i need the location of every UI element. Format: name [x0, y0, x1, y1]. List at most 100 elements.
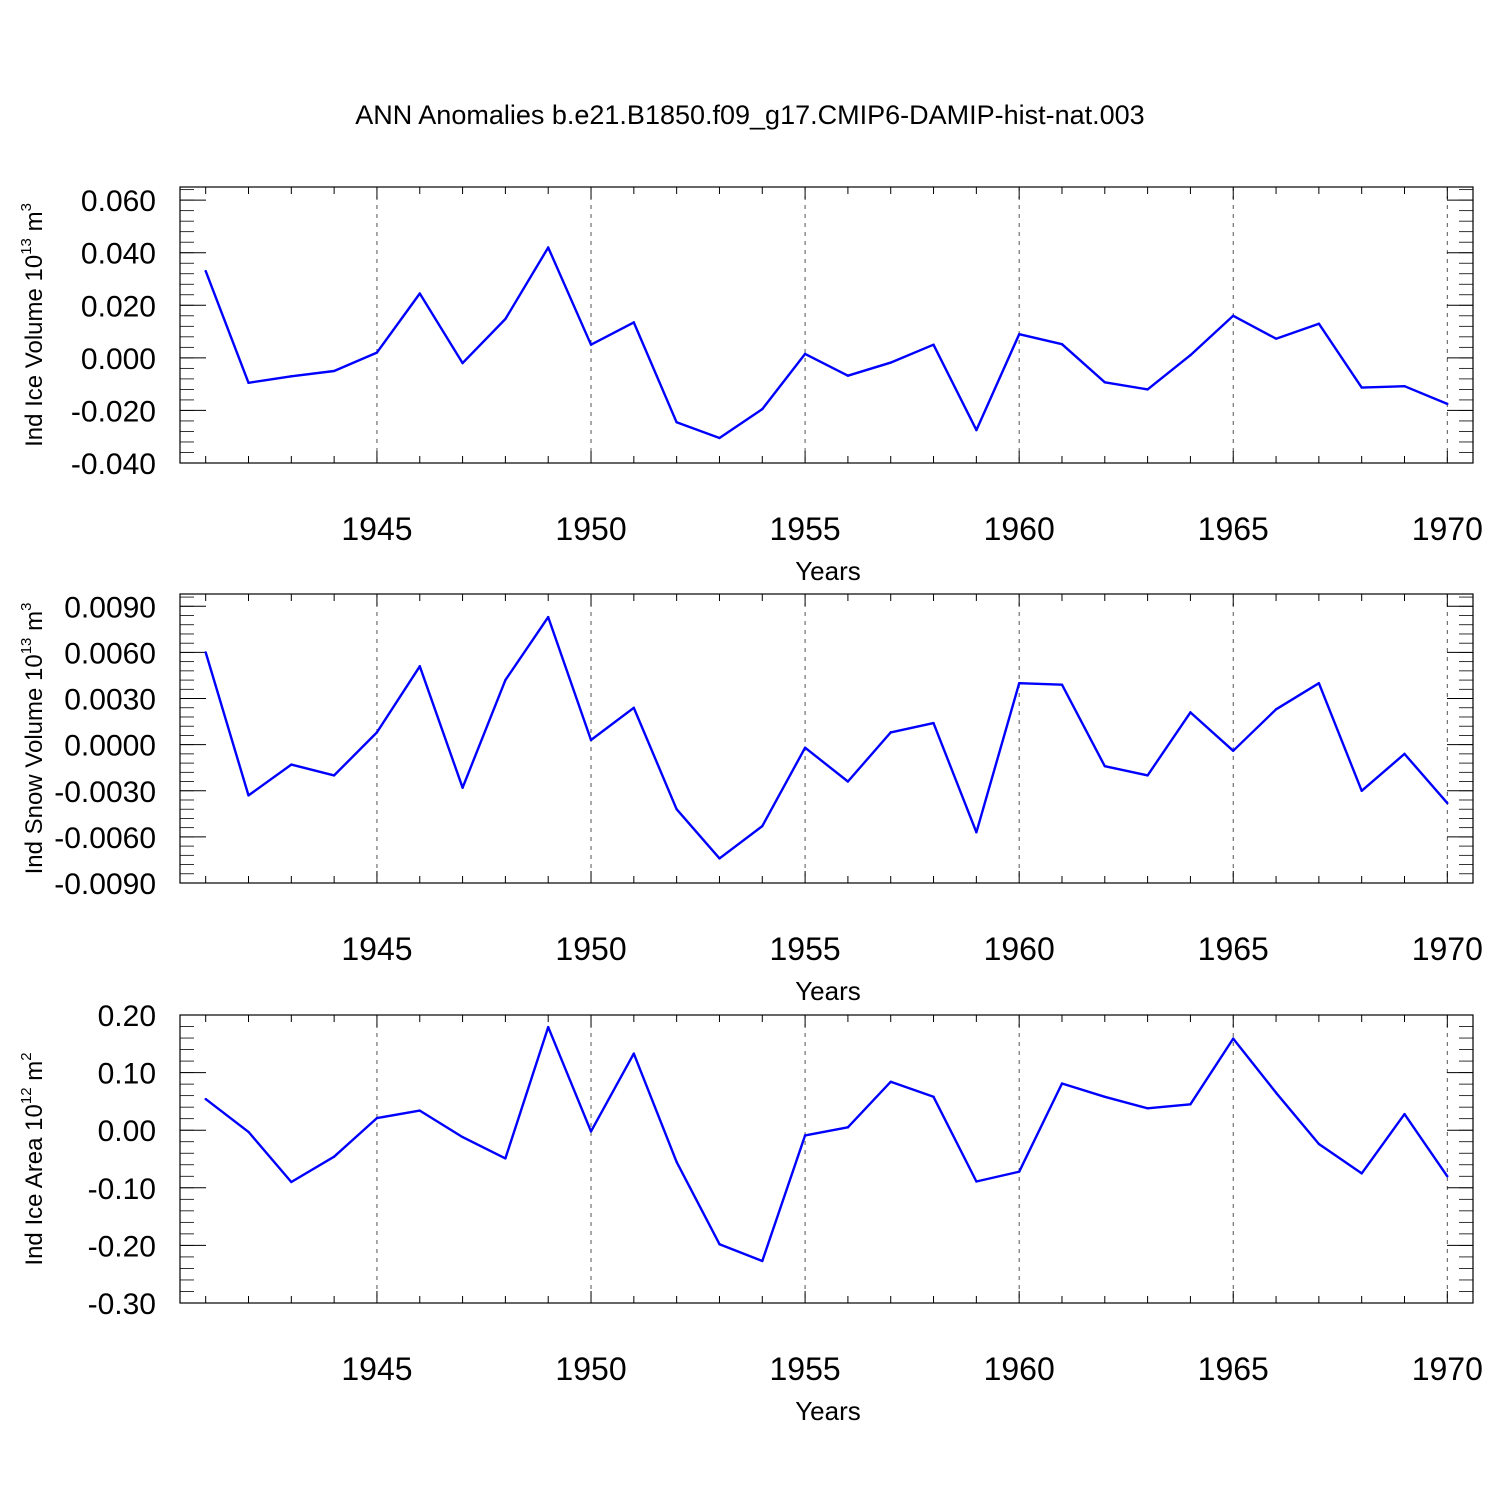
- data-point: [332, 774, 336, 777]
- x-tick-label: 1950: [555, 931, 626, 967]
- data-point: [846, 780, 850, 783]
- data-point: [1317, 322, 1321, 325]
- y-tick-label: 0.10: [98, 1058, 156, 1091]
- y-tick-label: 0.040: [81, 238, 156, 271]
- data-point: [418, 292, 421, 295]
- x-tick-label: 1965: [1198, 1351, 1269, 1387]
- data-point: [247, 794, 250, 797]
- y-tick-label: -0.020: [71, 395, 156, 428]
- data-point: [1360, 1172, 1363, 1175]
- y-tick-label: -0.20: [88, 1230, 156, 1263]
- x-tick-label: 1965: [1198, 931, 1269, 967]
- y-tick-label: -0.30: [88, 1288, 156, 1321]
- data-point: [504, 317, 507, 321]
- x-tick-label: 1955: [769, 931, 840, 967]
- y-tick-label: 0.060: [81, 185, 156, 218]
- x-axis-label: Years: [795, 556, 861, 586]
- data-point: [1446, 402, 1449, 406]
- data-point: [932, 721, 935, 725]
- chart-title: ANN Anomalies b.e21.B1850.f09_g17.CMIP6-…: [355, 100, 1144, 130]
- y-axis-label-unit: m: [21, 211, 48, 238]
- y-tick-label: 0.020: [81, 290, 156, 323]
- x-tick-label: 1955: [769, 511, 840, 547]
- data-point: [1274, 1091, 1278, 1094]
- y-axis-label-text: Ind Ice Volume 10: [21, 255, 48, 447]
- data-point: [975, 831, 978, 834]
- data-point: [846, 1126, 850, 1129]
- data-point: [1017, 333, 1021, 336]
- data-point: [290, 1180, 293, 1184]
- x-tick-label: 1970: [1412, 1351, 1483, 1387]
- series-line: [204, 1025, 1449, 1263]
- panel-1: 0.060 0.040 0.020 0.000 -0.020 -0.040 1945 1950…: [18, 185, 1483, 586]
- data-point: [1189, 711, 1192, 714]
- data-point: [1146, 1107, 1149, 1110]
- data-point: [1017, 1170, 1021, 1173]
- data-point: [461, 1135, 464, 1139]
- data-point: [589, 343, 593, 346]
- data-point: [1189, 354, 1192, 357]
- data-point: [1232, 749, 1235, 752]
- x-tick-label: 1945: [341, 931, 412, 967]
- data-point: [332, 1155, 336, 1158]
- data-point: [1403, 1112, 1406, 1116]
- y-tick-label: -0.0030: [54, 776, 156, 809]
- data-point: [1317, 1142, 1321, 1146]
- y-axis-label-unit-exponent: 3: [18, 203, 35, 211]
- x-axis-label: Years: [795, 1396, 861, 1426]
- y-tick-label: 0.0060: [64, 637, 156, 670]
- y-axis-label-text: Ind Snow Volume 10: [21, 654, 48, 874]
- panel-3: 0.20 0.10 0.00 -0.10 -0.20 -0.30 1945 1950 1955 1…: [18, 1000, 1483, 1426]
- data-point: [375, 351, 379, 354]
- x-tick-label: 1960: [984, 1351, 1055, 1387]
- y-tick-label: -0.10: [88, 1173, 156, 1206]
- data-point: [204, 651, 207, 654]
- y-tick-label: 0.00: [98, 1115, 156, 1148]
- data-point: [418, 665, 421, 668]
- data-point: [1403, 752, 1406, 756]
- data-point: [932, 1095, 935, 1098]
- data-point: [803, 746, 807, 749]
- data-point: [1317, 681, 1321, 685]
- x-axis-label: Years: [795, 976, 861, 1006]
- y-axis-label-unit-exponent: 2: [18, 1052, 35, 1060]
- data-point: [290, 375, 293, 378]
- data-point: [718, 436, 721, 440]
- data-point: [889, 1080, 892, 1084]
- data-point: [1017, 681, 1021, 685]
- y-tick-label: 0.0030: [64, 684, 156, 717]
- data-point: [589, 1130, 593, 1133]
- data-point: [1446, 1175, 1449, 1178]
- data-point: [1060, 342, 1064, 346]
- data-point: [504, 1157, 507, 1160]
- y-tick-label: -0.0090: [54, 868, 156, 901]
- x-tick-label: 1950: [555, 1351, 626, 1387]
- data-point: [803, 352, 807, 356]
- x-tick-label: 1970: [1412, 511, 1483, 547]
- data-point: [1274, 337, 1278, 340]
- data-point: [846, 374, 850, 377]
- data-point: [1146, 774, 1149, 777]
- y-axis-label-exponent: 12: [18, 1087, 35, 1104]
- data-point: [247, 381, 250, 385]
- data-point: [1103, 764, 1106, 768]
- x-tick-label: 1960: [984, 931, 1055, 967]
- data-point: [204, 1097, 207, 1101]
- data-point: [375, 1116, 379, 1120]
- x-tick-label: 1970: [1412, 931, 1483, 967]
- plot-frame: [179, 186, 1474, 464]
- data-point: [1060, 683, 1064, 686]
- data-point: [675, 1160, 678, 1164]
- data-point: [889, 361, 892, 364]
- y-tick-label: 0.20: [98, 1000, 156, 1033]
- data-point: [1060, 1082, 1064, 1085]
- data-point: [1446, 801, 1449, 805]
- y-axis-label: Ind Ice Area 1012 m2: [18, 1052, 48, 1265]
- x-tick-label: 1950: [555, 511, 626, 547]
- data-point: [332, 369, 336, 373]
- y-tick-label: 0.0090: [64, 591, 156, 624]
- panel-2: 0.0090 0.0060 0.0030 0.0000 -0.0030 -0.0060 -0…: [18, 591, 1483, 1006]
- y-axis-label: Ind Snow Volume 1013 m3: [18, 603, 48, 875]
- data-point: [975, 1180, 978, 1183]
